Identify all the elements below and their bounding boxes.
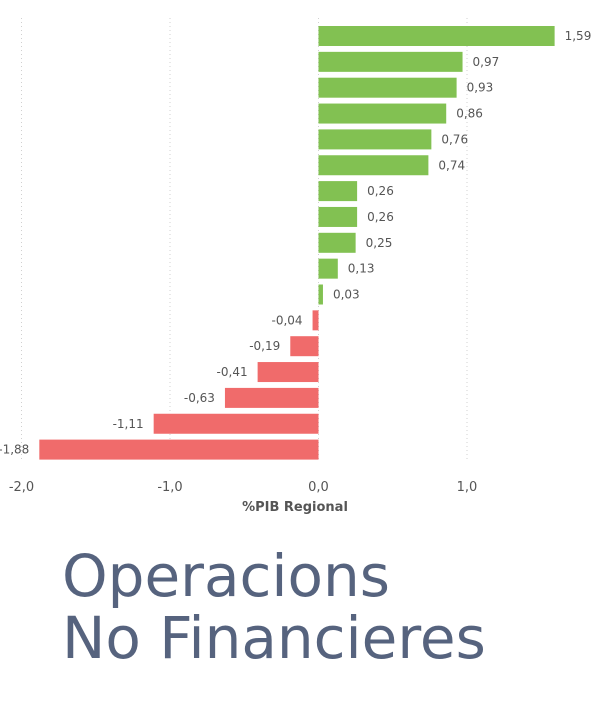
bar [318,258,338,279]
bars: 1,59 0,97 0,93 0,86 0,76 0,74 0,26 0,26 0,25 0,13… [0,26,591,460]
bar [318,26,555,46]
bar [312,310,319,331]
bar [318,232,356,253]
data-label: -1,11 [113,417,144,431]
bar [318,206,358,227]
data-label: 0,25 [366,236,393,250]
x-tick-label: -1,0 [157,480,182,495]
x-axis-label: %PIB Regional [242,500,348,515]
bar [290,336,319,357]
x-axis: -2,0 -1,0 0,0 1,0 [9,480,478,495]
caption: Operacions No Financieres [62,545,486,669]
data-label: 0,26 [367,210,394,224]
data-label: -0,41 [217,365,248,379]
bar [318,51,463,72]
data-label: 0,86 [456,107,483,121]
data-label: 0,03 [333,288,360,302]
data-label: 0,76 [441,132,468,146]
bar [318,284,323,305]
bar [257,362,319,383]
caption-line-2: No Financieres [62,604,486,672]
bar [153,413,319,434]
data-label: 0,74 [438,158,465,172]
data-label: 1,59 [565,29,592,43]
data-label: 0,26 [367,184,394,198]
bar-chart: 1,59 0,97 0,93 0,86 0,76 0,74 0,26 0,26 0,25 0,13… [0,18,591,515]
data-label: -0,19 [249,339,280,353]
data-label: 0,97 [473,55,500,69]
bar [318,77,457,98]
x-tick-label: -2,0 [9,480,34,495]
data-label: -1,88 [0,443,29,457]
data-label: -0,04 [271,313,302,327]
bar [39,439,319,460]
data-label: -0,63 [184,391,215,405]
bar [318,155,429,176]
x-tick-label: 1,0 [457,480,478,495]
data-label: 0,13 [348,262,375,276]
caption-line-1: Operacions [62,542,391,610]
bar [224,387,319,408]
data-label: 0,93 [467,81,494,95]
bar [318,129,432,150]
bar [318,181,358,202]
x-tick-label: 0,0 [308,480,329,495]
bar [318,103,447,124]
